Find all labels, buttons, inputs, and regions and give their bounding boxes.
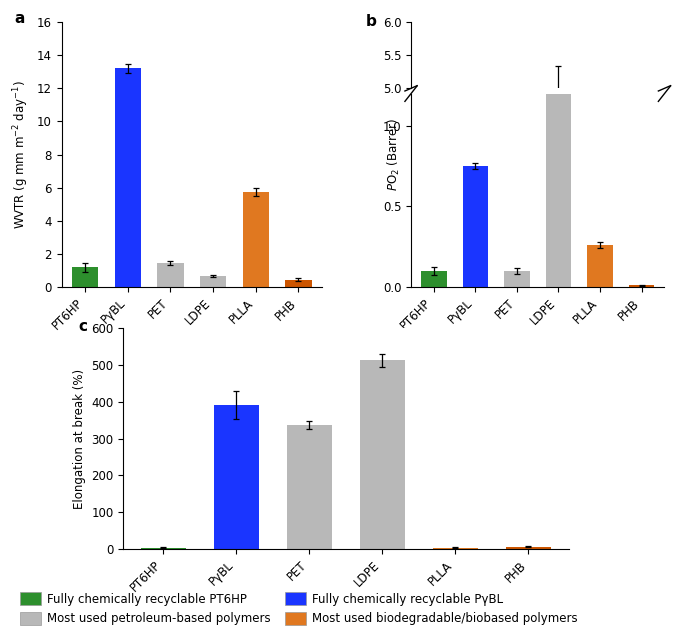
Bar — [546, 93, 571, 420]
Bar — [72, 267, 99, 287]
Bar — [629, 285, 654, 287]
Text: c: c — [79, 319, 88, 334]
Bar — [629, 419, 654, 420]
Bar — [421, 413, 447, 420]
Text: $P$O$_2$ (Barrer): $P$O$_2$ (Barrer) — [386, 118, 402, 191]
Bar — [114, 68, 141, 287]
Bar — [287, 425, 332, 549]
Bar — [200, 276, 226, 287]
Bar — [587, 403, 613, 420]
Bar — [285, 280, 312, 287]
Text: a: a — [15, 11, 25, 27]
Bar — [462, 370, 488, 420]
Bar — [242, 192, 269, 287]
Y-axis label: WVTR (g mm m$^{-2}$ day$^{-1}$): WVTR (g mm m$^{-2}$ day$^{-1}$) — [12, 80, 32, 229]
Bar — [421, 271, 447, 287]
Legend: Fully chemically recyclable PT6HP, Most used petroleum-based polymers, Fully che: Fully chemically recyclable PT6HP, Most … — [20, 593, 577, 625]
Bar — [462, 166, 488, 287]
Bar — [506, 546, 551, 549]
Text: b: b — [365, 14, 376, 29]
Bar — [214, 404, 259, 549]
Bar — [360, 360, 405, 549]
Bar — [587, 245, 613, 287]
Bar — [504, 413, 530, 420]
Bar — [546, 0, 571, 287]
Bar — [158, 263, 184, 287]
Bar — [433, 548, 478, 549]
Bar — [504, 271, 530, 287]
Y-axis label: Elongation at break (%): Elongation at break (%) — [73, 369, 86, 509]
Bar — [141, 548, 186, 549]
